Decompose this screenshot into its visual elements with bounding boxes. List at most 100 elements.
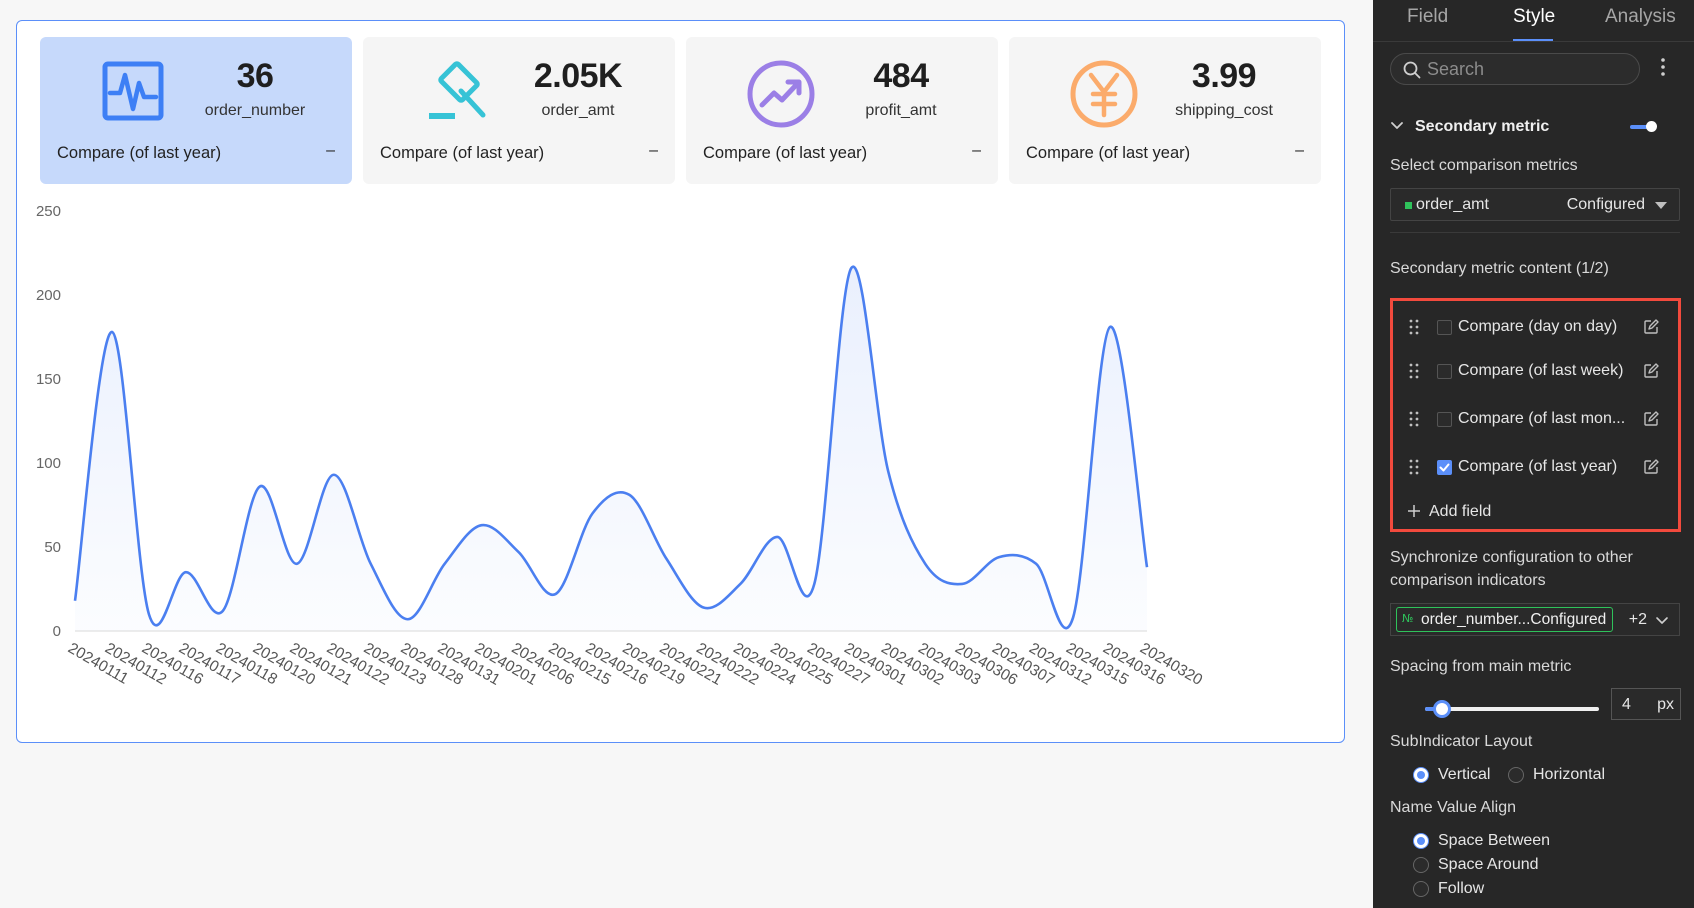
align-option-space-between[interactable]: Space Between (1413, 831, 1573, 851)
chevron-down-icon (1656, 617, 1668, 624)
radio-label: Vertical (1438, 766, 1491, 783)
more-vertical-icon[interactable] (1656, 57, 1670, 77)
data-point (73, 599, 77, 603)
select-comparison-label: Select comparison metrics (1390, 157, 1578, 174)
data-point (443, 562, 447, 566)
data-point (369, 562, 373, 566)
content-item[interactable]: Compare (of last mon... (1393, 404, 1678, 434)
edit-icon[interactable] (1643, 363, 1659, 379)
style-sidebar: Field Style Analysis Secondary metric Se… (1373, 0, 1694, 908)
metric-card-profit-amt[interactable]: 484 profit_amt Compare (of last year) – (686, 37, 998, 184)
drag-handle-icon[interactable] (1409, 459, 1419, 475)
toggle-track (1630, 125, 1654, 129)
drag-handle-icon[interactable] (1409, 411, 1419, 427)
spacing-slider[interactable] (1425, 700, 1599, 718)
radio-button[interactable] (1413, 857, 1429, 873)
content-item-checkbox[interactable] (1437, 412, 1452, 427)
edit-icon[interactable] (1643, 411, 1659, 427)
data-point (812, 582, 816, 586)
content-item-checkbox[interactable] (1437, 364, 1452, 379)
tab-analysis[interactable]: Analysis (1605, 6, 1676, 27)
edit-icon[interactable] (1643, 459, 1659, 475)
metric-name: order_amt (541, 102, 615, 119)
edit-icon[interactable] (1643, 319, 1659, 335)
data-point (923, 562, 927, 566)
radio-button[interactable] (1413, 881, 1429, 897)
data-point (701, 605, 705, 609)
content-item-label: Compare (of last week) (1458, 362, 1624, 379)
sync-indicators-select[interactable]: № order_number...Configured +2 (1390, 603, 1680, 636)
search-icon (1403, 61, 1421, 79)
data-point (664, 557, 668, 561)
number-field-icon: № (1402, 612, 1414, 625)
metric-name: profit_amt (865, 102, 937, 119)
layout-option-vertical[interactable]: Vertical (1413, 765, 1513, 785)
sync-tag-label: order_number...Configured (1421, 611, 1607, 628)
spacing-value-input[interactable] (1622, 695, 1652, 715)
content-item-checkbox[interactable] (1437, 320, 1452, 335)
align-option-follow[interactable]: Follow (1413, 879, 1573, 899)
data-point (184, 570, 188, 574)
data-point (221, 609, 225, 613)
compare-value: – (972, 142, 981, 159)
gavel-icon (429, 61, 486, 119)
compare-label: Compare (of last year) (1026, 144, 1191, 162)
content-item[interactable]: Compare (day on day) (1393, 312, 1678, 342)
data-point (1071, 616, 1075, 620)
content-item-checkbox[interactable] (1437, 460, 1452, 475)
radio-button[interactable] (1508, 767, 1524, 783)
data-point (295, 562, 299, 566)
spacing-label: Spacing from main metric (1390, 658, 1572, 675)
drag-handle-icon[interactable] (1409, 319, 1419, 335)
compare-value: – (649, 142, 658, 159)
content-item[interactable]: Compare (of last week) (1393, 356, 1678, 386)
tab-field[interactable]: Field (1407, 6, 1449, 27)
sync-tag[interactable]: № order_number...Configured (1396, 607, 1614, 632)
tab-bar: Field Style Analysis (1373, 0, 1694, 42)
y-tick-label: 250 (36, 203, 61, 220)
secondary-metric-content-list: Compare (day on day) Compare (of last we… (1390, 298, 1681, 532)
slider-thumb[interactable] (1433, 700, 1452, 718)
metric-value: 484 (873, 57, 929, 95)
active-tab-indicator (1513, 39, 1553, 41)
data-point (775, 535, 779, 539)
compare-label: Compare (of last year) (380, 144, 545, 162)
secondary-metric-section-header[interactable]: Secondary metric (1390, 116, 1680, 140)
chart-panel: 36 order_number Compare (of last year) –… (16, 20, 1345, 743)
search-box[interactable] (1390, 53, 1640, 85)
search-input[interactable] (1427, 58, 1627, 80)
y-tick-label: 0 (53, 623, 61, 640)
align-option-space-around[interactable]: Space Around (1413, 855, 1573, 875)
radio-button[interactable] (1413, 833, 1429, 849)
radio-button[interactable] (1413, 767, 1429, 783)
spacing-input[interactable]: px (1611, 688, 1681, 720)
compare-value: – (326, 142, 335, 159)
radio-label: Horizontal (1533, 766, 1606, 783)
toggle-knob (1646, 121, 1657, 132)
metric-color-dot (1405, 202, 1412, 209)
sync-label: Synchronize configuration to other compa… (1390, 549, 1633, 589)
content-item[interactable]: Compare (of last year) (1393, 452, 1678, 482)
series-line (73, 265, 1149, 630)
metric-value: 3.99 (1191, 57, 1257, 95)
drag-handle-icon[interactable] (1409, 363, 1419, 379)
content-item-label: Compare (of last year) (1458, 458, 1618, 475)
metric-card-order-amt[interactable]: 2.05K order_amt Compare (of last year) – (363, 37, 675, 184)
comparison-metric-select[interactable]: order_amt Configured (1390, 188, 1680, 221)
trend-up-icon (747, 60, 815, 128)
data-point (960, 582, 964, 586)
layout-option-horizontal[interactable]: Horizontal (1508, 765, 1628, 785)
data-point (1034, 562, 1038, 566)
metric-cards: 36 order_number Compare (of last year) –… (40, 37, 1322, 184)
tab-style[interactable]: Style (1513, 6, 1556, 27)
data-point (110, 330, 114, 334)
secondary-metric-toggle[interactable] (1630, 120, 1657, 134)
metric-card-shipping-cost[interactable]: 3.99 shipping_cost Compare (of last year… (1009, 37, 1321, 184)
metric-card-order-number[interactable]: 36 order_number Compare (of last year) – (40, 37, 352, 184)
compare-value: – (1295, 142, 1304, 159)
compare-label: Compare (of last year) (57, 144, 222, 162)
y-tick-label: 50 (44, 539, 61, 556)
data-point (738, 582, 742, 586)
data-point (147, 612, 151, 616)
radio-label: Follow (1438, 880, 1485, 897)
